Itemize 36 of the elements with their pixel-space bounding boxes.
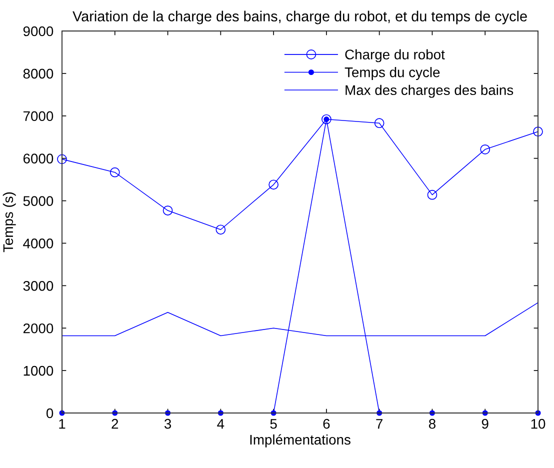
- x-axis-title: Implémentations: [250, 434, 350, 448]
- x-tick-label: 9: [482, 418, 488, 429]
- point: [322, 114, 332, 124]
- point: [268, 180, 278, 190]
- x-tick-label: 1: [59, 419, 66, 429]
- point: [427, 190, 438, 200]
- point: [480, 144, 490, 154]
- point: [216, 224, 226, 235]
- point: [110, 167, 120, 178]
- legend-label: Charge du robot: [345, 49, 445, 62]
- x-tick-label: 4: [217, 419, 224, 429]
- legend-label: Max des charges des bains: [346, 84, 514, 98]
- y-tick-label: 2000: [23, 323, 54, 334]
- x-tick-label: 2: [112, 418, 118, 429]
- chart-title: Variation de la charge des bains, charge du robot, et du temps de cycle: [72, 10, 527, 24]
- y-tick-label: 1000: [24, 366, 54, 376]
- y-tick-label: 6000: [23, 154, 54, 164]
- y-tick-label: 0: [46, 408, 54, 418]
- point: [162, 206, 173, 216]
- x-tick-label: 6: [323, 418, 330, 429]
- x-tick-label: 8: [428, 418, 436, 429]
- point: [374, 118, 384, 128]
- y-tick-label: 7000: [23, 111, 54, 122]
- point: [533, 126, 543, 137]
- y-axis-title: Temps (s): [2, 192, 16, 252]
- y-tick-label: 9000: [23, 26, 54, 36]
- y-tick-label: 4000: [23, 238, 54, 248]
- y-tick-label: 5000: [23, 196, 54, 206]
- point: [57, 154, 67, 164]
- y-tick-label: 3000: [23, 281, 54, 291]
- legend-label: Temps du cycle: [344, 67, 440, 80]
- x-tick-label: 7: [376, 419, 382, 429]
- x-tick-label: 10: [531, 418, 546, 429]
- y-tick-label: 8000: [23, 68, 54, 79]
- x-tick-label: 5: [270, 419, 277, 429]
- x-tick-label: 3: [164, 418, 172, 429]
